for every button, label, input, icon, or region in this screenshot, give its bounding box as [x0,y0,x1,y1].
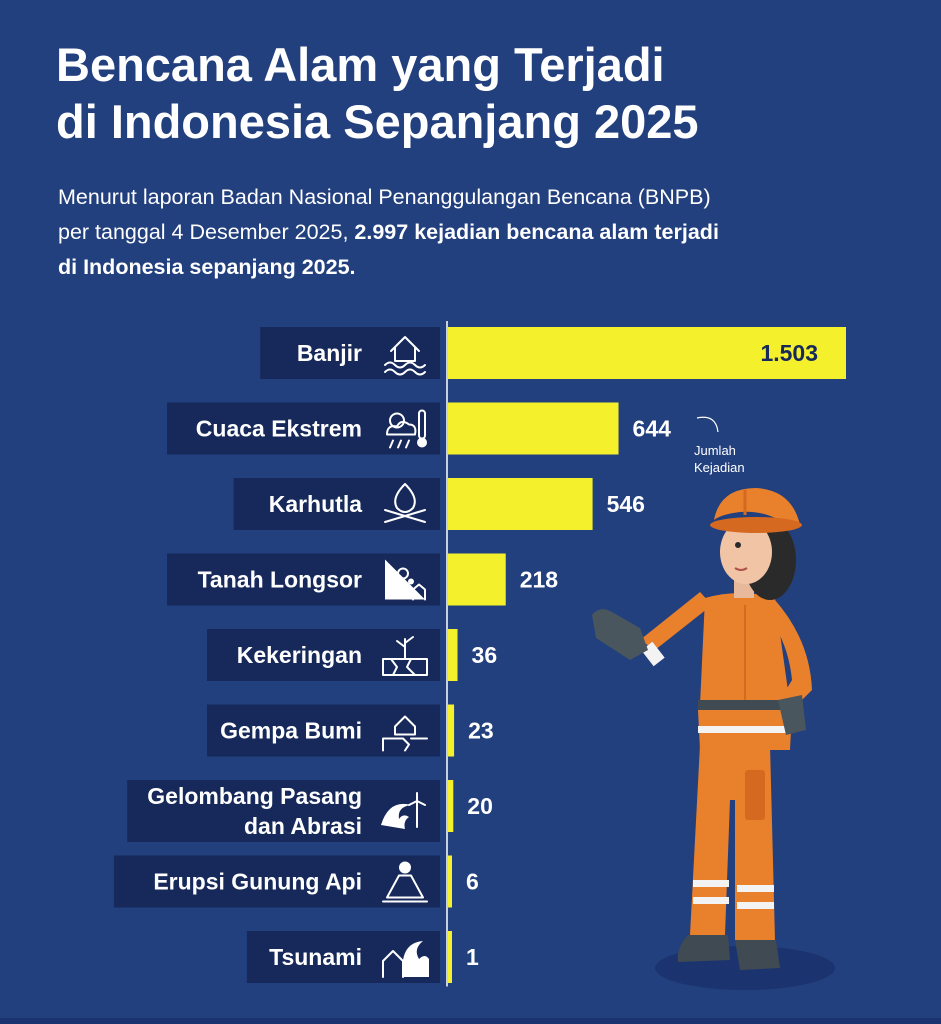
value-label: 23 [468,718,494,744]
belt [698,700,792,710]
earthquake-icon [382,715,428,752]
category-label-box [207,629,440,681]
leg-stripe-right-1 [737,885,774,892]
value-label: 20 [467,793,493,819]
category-label: Tsunami [269,944,362,970]
annotation-arrow [696,416,719,433]
category-label: Kekeringan [237,642,362,668]
bar [448,327,846,379]
category-label-box [233,478,440,530]
helmet-brim [710,517,802,533]
value-label: 644 [633,416,672,442]
category-label-box [207,704,440,757]
firefighter-illustration [592,488,835,990]
subtitle-line-1: Menurut laporan Badan Nasional Penanggul… [58,185,711,209]
subtitle-line-2-bold: 2.997 kejadian bencana alam terjadi [354,220,719,244]
eye [735,542,741,548]
knee-pad [745,770,765,820]
helmet [714,488,800,528]
value-label: 218 [520,567,559,593]
value-label: 36 [472,642,498,668]
glove-right [778,695,806,735]
bars-layer: Banjir 1.503 Cuaca Ekstrem 644 Karhutla 546 Ta… [113,321,846,987]
bar [448,553,506,606]
boot-left [677,935,730,962]
category-label: dan Abrasi [244,813,362,839]
category-label-box [113,855,441,908]
arm-hip [765,600,812,712]
subtitle: Menurut laporan Badan Nasional Penanggul… [58,180,898,285]
bottom-strip [0,1018,941,1024]
value-label: 6 [466,869,479,895]
landslide-icon [385,559,426,601]
value-label: 1 [466,944,479,970]
category-label: Banjir [297,340,362,366]
face [720,520,772,584]
leg-stripe-left-1 [693,880,729,887]
bar [448,780,454,832]
hip-stripe [698,726,792,733]
arm-raised [640,592,712,650]
tsunami-icon [382,941,429,978]
weather-icon [386,409,427,449]
leg-stripe-left-2 [693,897,729,904]
title-line-1: Bencana Alam yang Terjadi [56,38,665,91]
category-label: Gelombang Pasang [147,783,362,809]
title-line-2: di Indonesia Sepanjang 2025 [56,95,699,148]
bar [448,629,458,681]
category-label: Cuaca Ekstrem [196,416,362,442]
bar [448,931,452,983]
category-label: Tanah Longsor [198,567,362,593]
category-label: Gempa Bumi [220,718,362,744]
bar [448,704,455,757]
subtitle-line-2-plain: per tanggal 4 Desember 2025, [58,220,355,244]
flood-icon [384,336,426,376]
leg-stripe-right-2 [737,902,774,909]
fire-icon [384,483,426,523]
category-label: Karhutla [269,491,363,517]
bar [448,855,452,908]
volcano-icon [382,861,428,903]
bar [448,478,593,530]
subtitle-line-3-bold: di Indonesia sepanjang 2025. [58,255,356,279]
annotation-line-2: Kejadian [694,460,745,475]
annotation-line-1: Jumlah [694,443,736,458]
category-label-box [127,780,440,842]
category-label: Erupsi Gunung Api [153,869,362,895]
page-title: Bencana Alam yang Terjadi di Indonesia S… [56,36,916,150]
value-label: 546 [607,491,645,517]
boot-right [735,940,780,970]
value-label: 1.503 [760,340,818,366]
category-label-box [167,402,440,455]
wave-icon [381,792,426,829]
mouth [734,567,748,571]
drought-icon [382,636,428,676]
glove-left [592,609,648,660]
bar [448,402,619,455]
